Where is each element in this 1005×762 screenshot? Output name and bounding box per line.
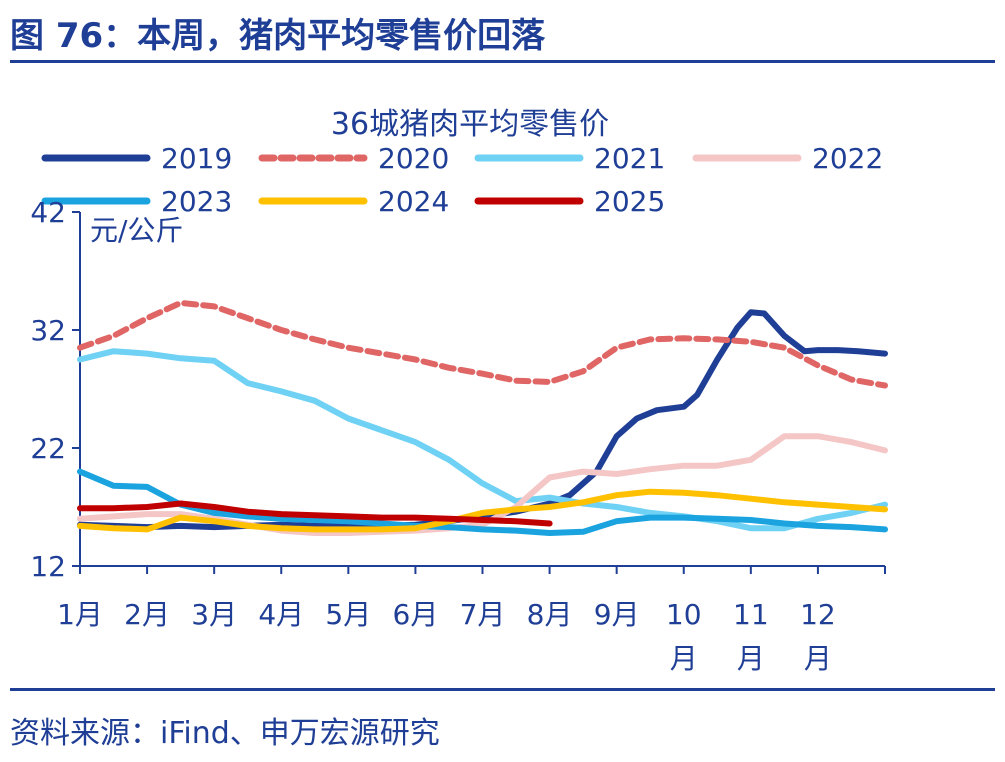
x-tick-label: 8月 [527, 598, 573, 631]
legend-label: 2023 [161, 185, 232, 218]
x-tick-label: 4月 [258, 598, 304, 631]
legend-item: 2023 [41, 185, 232, 218]
x-tick-label: 1月 [57, 598, 103, 631]
legend-label: 2025 [594, 185, 665, 218]
legend-item: 2019 [41, 142, 232, 175]
legend-label: 2021 [594, 142, 665, 175]
y-tick-label: 32 [30, 314, 66, 347]
y-tick-label: 12 [30, 550, 66, 583]
x-tick-label: 11 月 [733, 598, 769, 675]
series-line-2024 [77, 488, 888, 533]
x-tick-label: 9月 [594, 598, 640, 631]
x-tick-label: 12 月 [800, 598, 836, 675]
legend-label: 2024 [378, 185, 449, 218]
legend-label: 2019 [161, 142, 232, 175]
x-tick-label: 2月 [124, 598, 170, 631]
legend-item: 2021 [474, 142, 665, 175]
x-tick-label: 5月 [325, 598, 371, 631]
axes: 12 22 32 42 1月 2月 3月 4月 5月 6月 7月 8月 9月 10 月 11 月 12 月 [30, 196, 886, 675]
legend-item: 2020 [258, 142, 449, 175]
source-note: 资料来源：iFind、申万宏源研究 [10, 716, 440, 751]
legend-label: 2022 [812, 142, 883, 175]
y-tick-label: 22 [30, 432, 66, 465]
series-layer [77, 299, 888, 536]
footer-divider [10, 688, 995, 691]
figure-title: 图 76：本周，猪肉平均零售价回落 [10, 16, 546, 56]
x-tick-label: 7月 [460, 598, 506, 631]
legend-label: 2020 [378, 142, 449, 175]
title-divider [10, 60, 995, 63]
series-line-2023 [77, 468, 888, 536]
legend: 2019 2020 2021 2022 2023 2024 2025 [41, 142, 883, 218]
y-tick-label: 42 [30, 196, 66, 229]
x-tick-label: 3月 [191, 598, 237, 631]
x-tick-label: 10 月 [666, 598, 702, 675]
y-axis-unit-label: 元/公斤 [90, 214, 183, 247]
series-line-2025 [77, 500, 553, 527]
series-line-2021 [77, 348, 888, 532]
legend-item: 2022 [692, 142, 883, 175]
chart-title: 36城猪肉平均零售价 [331, 107, 609, 142]
x-tick-label: 6月 [393, 598, 439, 631]
legend-item: 2025 [474, 185, 665, 218]
series-line-2020 [77, 299, 888, 389]
legend-item: 2024 [258, 185, 449, 218]
